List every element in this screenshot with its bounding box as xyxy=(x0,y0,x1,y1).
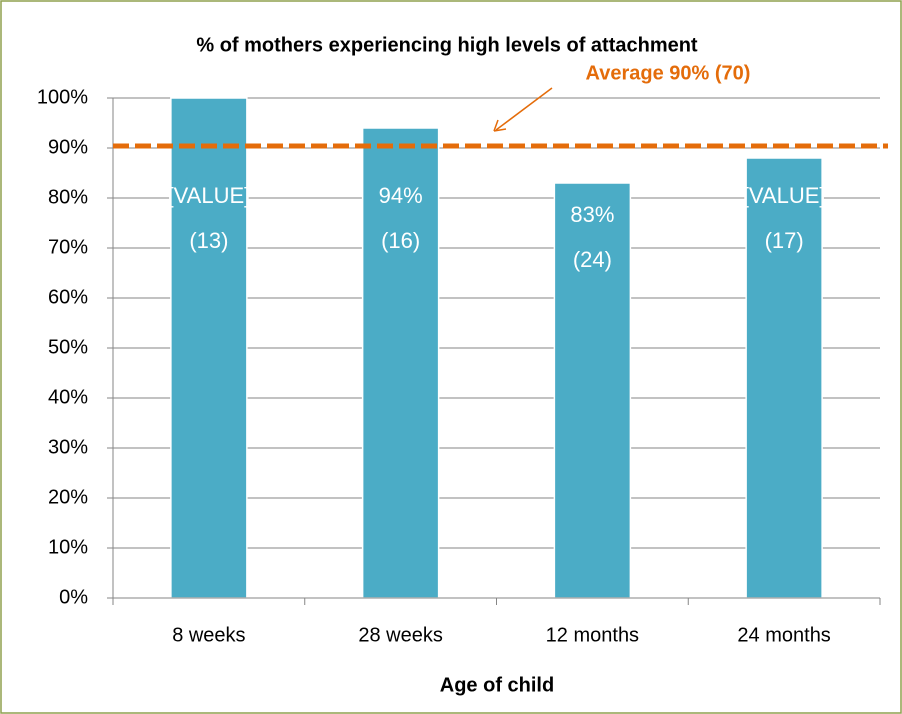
value-label: 83% xyxy=(570,202,614,227)
y-tick-label: 80% xyxy=(48,186,88,208)
x-tick-label: 12 months xyxy=(546,624,639,646)
value-label: (13) xyxy=(189,228,228,253)
value-label: (24) xyxy=(573,247,612,272)
bar xyxy=(553,182,632,599)
value-label: [VALUE] xyxy=(168,183,251,208)
x-tick-label: 24 months xyxy=(737,624,830,646)
value-label: (17) xyxy=(765,228,804,253)
average-annotation: Average 90% (70) xyxy=(586,62,751,84)
x-tick-label: 8 weeks xyxy=(172,624,245,646)
annotation-arrowhead xyxy=(493,119,507,132)
y-tick-label: 100% xyxy=(37,86,88,108)
bar xyxy=(745,157,823,599)
y-tick-label: 60% xyxy=(48,286,88,308)
y-tick-label: 40% xyxy=(48,386,88,408)
y-tick-label: 20% xyxy=(48,486,88,508)
value-label: (16) xyxy=(381,228,420,253)
y-tick-label: 10% xyxy=(48,536,88,558)
x-tick-label: 28 weeks xyxy=(358,624,443,646)
y-tick-label: 0% xyxy=(59,586,88,608)
y-tick-label: 30% xyxy=(48,436,88,458)
annotation-arrow xyxy=(495,87,553,131)
y-tick-label: 50% xyxy=(48,336,88,358)
bar xyxy=(170,97,248,599)
y-tick-label: 70% xyxy=(48,236,88,258)
x-axis-title: Age of child xyxy=(440,674,554,696)
y-tick-label: 90% xyxy=(48,136,88,158)
value-label: [VALUE] xyxy=(743,183,826,208)
value-label: 94% xyxy=(379,183,423,208)
chart-title: % of mothers experiencing high levels of… xyxy=(196,34,698,56)
